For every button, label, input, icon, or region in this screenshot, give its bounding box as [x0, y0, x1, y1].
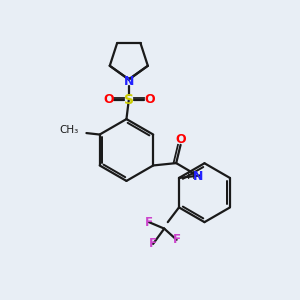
- Text: N: N: [193, 169, 203, 183]
- Text: F: F: [149, 237, 157, 250]
- Text: CH₃: CH₃: [60, 125, 79, 135]
- Text: O: O: [175, 133, 186, 146]
- Text: O: O: [144, 93, 155, 106]
- Text: N: N: [124, 75, 134, 88]
- Text: F: F: [145, 216, 153, 229]
- Text: F: F: [172, 233, 181, 246]
- Text: H: H: [187, 171, 195, 181]
- Text: S: S: [124, 93, 134, 107]
- Text: O: O: [103, 93, 113, 106]
